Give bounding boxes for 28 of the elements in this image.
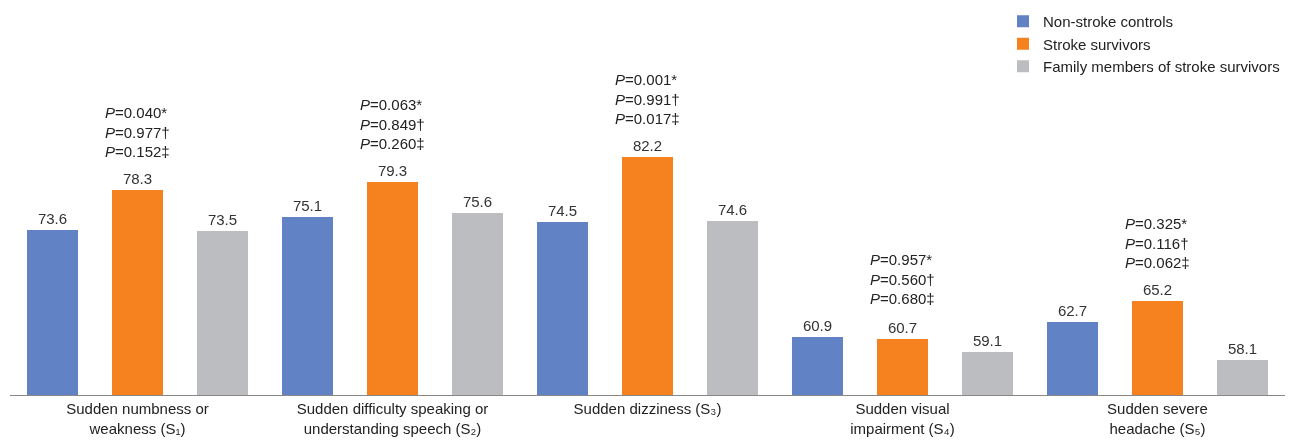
data-label: 75.1 [292,197,323,214]
data-label: 65.2 [1142,281,1173,298]
data-label: 58.1 [1227,340,1258,357]
data-label: 74.6 [717,201,748,218]
data-label: 82.2 [632,137,663,154]
legend-label: Family members of stroke survivors [1043,58,1280,76]
annotation: P=0.325* P=0.116† P=0.062‡ [1125,215,1190,271]
text: P=0.063* P=0.849† P=0.260‡ [360,96,425,152]
data-label: 78.3 [122,170,153,187]
data-label: 74.5 [547,202,578,219]
legend-label: Stroke survivors [1043,35,1151,53]
data-label: 79.3 [377,162,408,179]
data-label: 73.5 [207,211,238,228]
data-label: 73.6 [37,210,68,227]
x-tick-label: Sudden numbness or weakness (S₁) [66,400,209,437]
data-label: 60.9 [802,317,833,334]
data-label: 59.1 [972,332,1003,349]
annotation: P=0.040* P=0.977† P=0.152‡ [105,104,170,160]
x-tick-label: Sudden visual impairment (S₄) [850,400,955,437]
data-label: 75.6 [462,193,493,210]
x-tick-label: Sudden severe headache (S₅) [1107,400,1208,437]
data-label: 62.7 [1057,302,1088,319]
text: P=0.001* P=0.991† P=0.017‡ [615,71,680,127]
data-label: 60.7 [887,319,918,336]
legend-label: Non-stroke controls [1043,13,1174,31]
x-tick-label: Sudden dizziness (S₃) [573,400,722,417]
annotation: P=0.957* P=0.560† P=0.680‡ [870,251,935,307]
x-tick-label: Sudden difficulty speaking or understanding speech (S₂) [296,400,489,437]
